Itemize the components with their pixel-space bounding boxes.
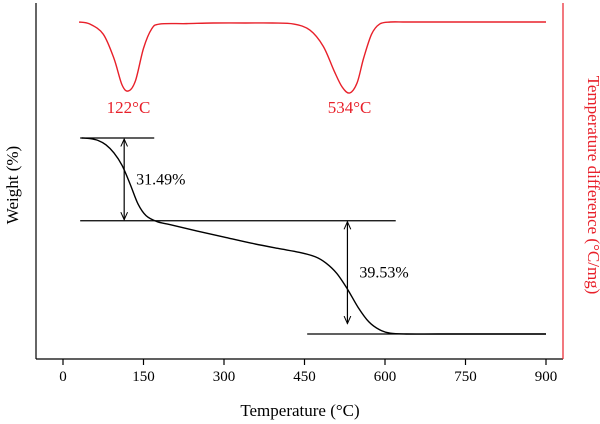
plot-area: 31.49% 39.53% 122°C 534°C [35, 3, 564, 360]
y-axis-label-left: Weight (%) [3, 146, 22, 224]
mass-loss-label: 31.49% [136, 171, 185, 188]
dta-peak-label: 122°C [107, 98, 151, 117]
x-tick-label: 750 [454, 369, 477, 385]
x-tick-label: 900 [535, 369, 558, 385]
y-axis-label-right: Temperature difference (°C/mg) [584, 76, 600, 295]
dta-peak-label: 534°C [328, 98, 372, 117]
dta-curve [78, 21, 546, 94]
x-axis-label: Temperature (°C) [240, 401, 359, 420]
x-tick-label: 450 [293, 369, 316, 385]
x-tick-label: 600 [374, 369, 397, 385]
x-tick-label: 150 [132, 369, 155, 385]
mass-loss-label: 39.53% [359, 265, 408, 282]
x-tick-label: 300 [213, 369, 236, 385]
x-axis: 0 150 300 450 600 750 900 [59, 359, 557, 385]
tg-curve [81, 137, 546, 335]
x-tick-label: 0 [59, 369, 67, 385]
